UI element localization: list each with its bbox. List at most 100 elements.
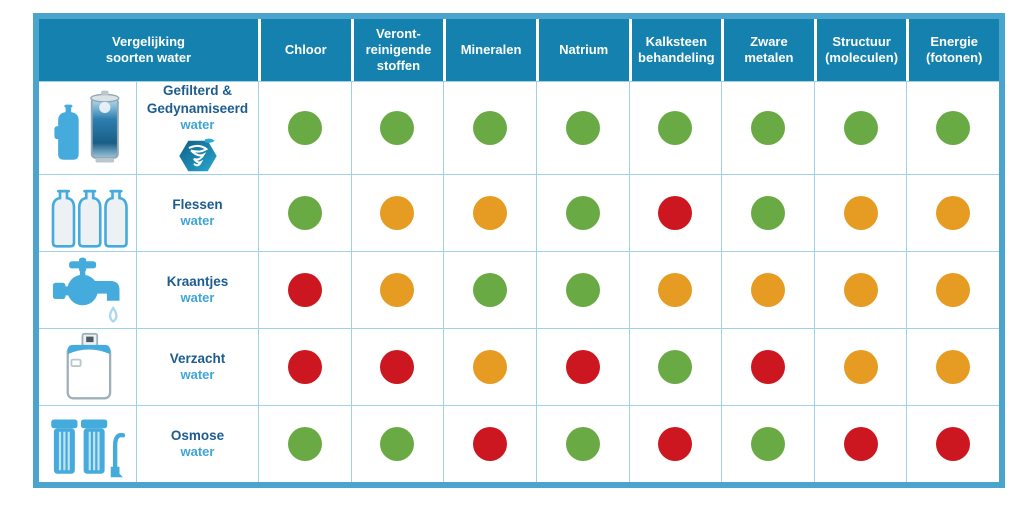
status-cell	[814, 329, 907, 405]
status-dot	[287, 196, 322, 230]
row-label-cell: Gefilterd & Gedynamiseerd water	[137, 82, 258, 174]
status-dot	[750, 273, 785, 307]
column-header-zware-metalen: Zware metalen	[724, 19, 814, 81]
row-subtitle: water	[180, 444, 215, 460]
status-dot	[473, 273, 508, 307]
row-label-cell: Osmose water	[137, 406, 258, 482]
status-cell	[444, 252, 536, 328]
status-dot	[843, 111, 878, 145]
status-cell	[536, 252, 629, 328]
status-cell	[444, 82, 536, 174]
status-cell	[907, 406, 999, 482]
column-header-structuur: Structuur (moleculen)	[816, 19, 907, 81]
status-dot	[380, 273, 415, 307]
status-cell	[259, 82, 351, 174]
status-cell	[907, 82, 999, 174]
status-cell	[629, 175, 722, 251]
status-cell	[444, 175, 536, 251]
status-cell	[351, 252, 444, 328]
status-cell	[351, 175, 444, 251]
status-cell	[351, 329, 444, 405]
status-dot	[843, 350, 878, 384]
status-cell	[722, 406, 814, 482]
status-dot	[936, 350, 971, 384]
status-dot	[473, 196, 508, 230]
row-title: Flessen	[172, 196, 223, 212]
table-header: Vergelijking soorten water Chloor Veront…	[39, 19, 999, 81]
row-label-cell: Flessen water	[137, 175, 258, 251]
softener-icon	[66, 332, 111, 400]
status-dot	[936, 273, 971, 307]
column-header-mineralen: Mineralen	[446, 19, 536, 81]
row-title: Gefilterd & Gedynamiseerd	[146, 83, 249, 116]
status-cell	[907, 252, 999, 328]
status-dot	[658, 273, 693, 307]
osmosis-icon	[50, 419, 125, 478]
status-cell	[259, 252, 351, 328]
status-dot	[380, 111, 415, 145]
status-dot	[936, 111, 971, 145]
status-cell	[814, 406, 907, 482]
status-dot	[750, 350, 785, 384]
status-dot	[658, 196, 693, 230]
status-cell	[444, 329, 536, 405]
status-cell	[629, 329, 722, 405]
status-cell	[259, 329, 351, 405]
status-dot	[565, 111, 600, 145]
row-title: Kraantjes	[166, 273, 229, 289]
status-cell	[444, 406, 536, 482]
status-cell	[536, 175, 629, 251]
status-dot	[287, 350, 322, 384]
status-dot	[287, 273, 322, 307]
status-dot	[658, 427, 693, 461]
status-dot	[565, 350, 600, 384]
status-cell	[814, 252, 907, 328]
status-cell	[814, 175, 907, 251]
status-cell	[722, 329, 814, 405]
row-title: Osmose	[170, 427, 225, 443]
status-dot	[750, 196, 785, 230]
row-subtitle: water	[180, 290, 215, 306]
status-dot	[565, 427, 600, 461]
status-dot	[658, 350, 693, 384]
status-dot	[843, 196, 878, 230]
row-icon-cell	[39, 406, 136, 482]
status-cell	[536, 329, 629, 405]
row-subtitle: water	[180, 117, 215, 133]
column-header-verontreinigende-stoffen: Veront- reinigende stoffen	[353, 19, 444, 81]
status-cell	[259, 406, 351, 482]
status-cell	[722, 82, 814, 174]
status-dot	[380, 196, 415, 230]
status-dot	[750, 427, 785, 461]
status-dot	[380, 427, 415, 461]
tap-icon	[52, 257, 119, 323]
status-dot	[473, 350, 508, 384]
status-cell	[629, 252, 722, 328]
status-dot	[565, 273, 600, 307]
column-header-kalksteen: Kalksteen behandeling	[631, 19, 722, 81]
row-label-cell: Kraantjes water	[137, 252, 258, 328]
status-cell	[629, 406, 722, 482]
row-label-cell: Verzacht water	[137, 329, 258, 405]
status-cell	[722, 175, 814, 251]
status-dot	[936, 196, 971, 230]
vortex-hexagon-logo	[178, 138, 217, 172]
status-cell	[351, 82, 444, 174]
water-comparison-table: Vergelijking soorten water Chloor Veront…	[33, 13, 1005, 488]
status-dot	[658, 111, 693, 145]
status-dot	[473, 111, 508, 145]
status-dot	[843, 273, 878, 307]
row-icon-cell	[39, 175, 136, 251]
status-dot	[565, 196, 600, 230]
status-cell	[629, 82, 722, 174]
row-icon-cell	[39, 252, 136, 328]
row-icon-cell	[39, 82, 136, 174]
column-header-natrium: Natrium	[538, 19, 629, 81]
column-header-chloor: Chloor	[261, 19, 351, 81]
row-icon-cell	[39, 329, 136, 405]
status-cell	[722, 252, 814, 328]
status-dot	[287, 427, 322, 461]
bottles-icon	[51, 189, 128, 248]
column-header-energie: Energie (fotonen)	[909, 19, 999, 81]
status-cell	[351, 406, 444, 482]
